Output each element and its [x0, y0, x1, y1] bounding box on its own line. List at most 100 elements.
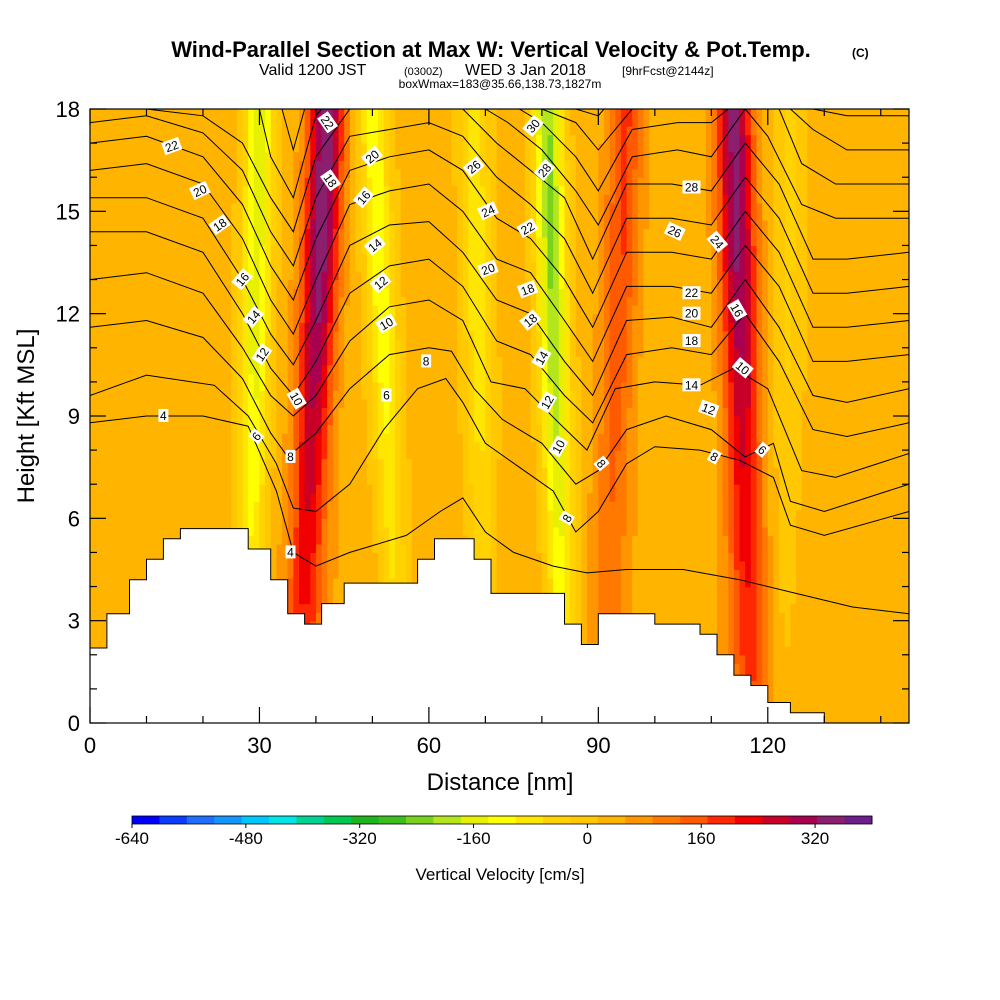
velocity-cell: [767, 620, 775, 630]
velocity-cell: [395, 322, 407, 332]
velocity-cell: [378, 526, 390, 536]
velocity-cell: [287, 322, 294, 332]
velocity-cell: [750, 509, 758, 519]
velocity-cell: [315, 595, 323, 605]
velocity-cell: [728, 552, 735, 562]
velocity-cell: [231, 322, 238, 332]
velocity-cell: [750, 279, 758, 289]
velocity-cell: [575, 168, 599, 178]
velocity-cell: [248, 475, 261, 485]
velocity-cell: [807, 313, 909, 323]
velocity-cell: [796, 219, 808, 229]
velocity-cell: [389, 134, 396, 144]
velocity-cell: [728, 458, 735, 468]
velocity-cell: [711, 279, 718, 289]
velocity-cell: [626, 347, 633, 357]
velocity-cell: [575, 569, 582, 579]
velocity-cell: [762, 450, 769, 460]
velocity-cell: [728, 407, 735, 417]
velocity-cell: [553, 151, 560, 161]
velocity-cell: [321, 586, 328, 596]
velocity-cell: [298, 168, 306, 178]
velocity-cell: [620, 441, 628, 451]
velocity-cell: [496, 501, 537, 511]
velocity-cell: [491, 398, 503, 409]
velocity-cell: [293, 262, 300, 272]
x-axis-label: Distance [nm]: [427, 769, 574, 796]
velocity-cell: [643, 109, 650, 119]
contour-label-box: [663, 221, 686, 242]
velocity-cell: [395, 381, 402, 392]
velocity-cell: [491, 219, 498, 229]
theta-contour-22: [90, 109, 909, 261]
velocity-cell: [553, 552, 566, 562]
velocity-cell: [248, 458, 261, 468]
velocity-cell: [581, 492, 588, 502]
velocity-cell: [592, 364, 605, 374]
velocity-cell: [733, 228, 741, 238]
velocity-cell: [236, 441, 244, 451]
velocity-cell: [327, 313, 334, 323]
velocity-cell: [739, 620, 758, 630]
velocity-cell: [491, 177, 498, 187]
velocity-cell: [468, 347, 475, 357]
velocity-cell: [716, 253, 724, 264]
velocity-cell: [756, 424, 763, 434]
velocity-cell: [750, 467, 758, 477]
velocity-cell: [474, 347, 486, 357]
contour-label-text: 8: [287, 450, 294, 464]
velocity-cell: [310, 202, 317, 212]
velocity-cell: [242, 390, 249, 400]
velocity-cell: [304, 313, 311, 323]
velocity-cell: [332, 126, 340, 136]
velocity-cell: [750, 168, 758, 178]
velocity-cell: [796, 228, 808, 238]
velocity-cell: [750, 109, 758, 119]
velocity-cell: [496, 347, 532, 357]
velocity-cell: [293, 313, 300, 323]
velocity-cell: [304, 373, 311, 383]
velocity-cell: [626, 296, 639, 306]
velocity-cell: [332, 484, 340, 494]
velocity-cell: [739, 262, 746, 272]
velocity-cell: [530, 143, 537, 153]
velocity-cell: [575, 330, 594, 340]
velocity-cell: [378, 373, 390, 383]
velocity-cell: [632, 271, 639, 281]
velocity-cell: [745, 168, 752, 178]
velocity-cell: [265, 509, 272, 519]
velocity-cell: [598, 603, 622, 613]
velocity-cell: [485, 143, 498, 153]
velocity-cell: [564, 492, 571, 502]
velocity-cell: [615, 484, 628, 494]
velocity-cell: [756, 569, 763, 579]
velocity-cell: [637, 364, 712, 374]
velocity-cell: [728, 245, 735, 255]
velocity-cell: [332, 151, 340, 161]
velocity-cell: [293, 228, 300, 238]
velocity-cell: [558, 168, 566, 178]
velocity-cell: [242, 211, 249, 221]
velocity-cell: [801, 475, 909, 485]
velocity-cell: [790, 288, 808, 298]
velocity-cell: [265, 543, 272, 554]
velocity-cell: [270, 202, 277, 212]
velocity-cell: [338, 262, 345, 272]
velocity-cell: [553, 560, 566, 571]
velocity-cell: [327, 322, 334, 332]
velocity-cell: [750, 313, 758, 323]
velocity-cell: [310, 364, 323, 374]
velocity-cell: [395, 535, 402, 545]
velocity-cell: [282, 501, 289, 511]
velocity-cell: [253, 177, 266, 187]
velocity-cell: [383, 501, 396, 511]
velocity-cell: [457, 330, 464, 340]
velocity-cell: [395, 560, 407, 571]
velocity-cell: [496, 509, 537, 519]
velocity-cell: [587, 586, 599, 596]
velocity-cell: [287, 501, 294, 511]
velocity-cell: [536, 526, 543, 536]
velocity-cell: [541, 109, 554, 119]
velocity-cell: [570, 339, 577, 349]
velocity-cell: [716, 117, 724, 127]
